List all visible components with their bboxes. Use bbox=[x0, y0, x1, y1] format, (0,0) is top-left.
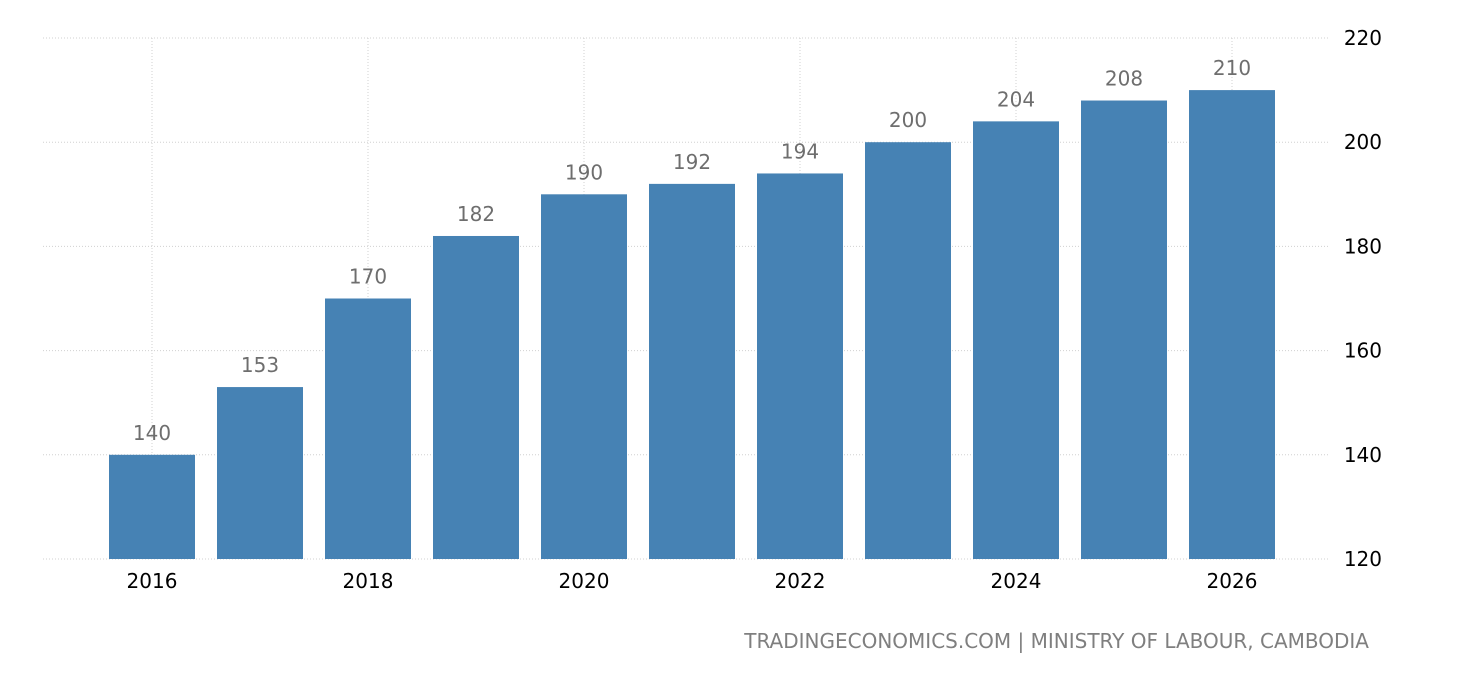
bar-value-label: 170 bbox=[349, 265, 387, 289]
bar-value-label: 192 bbox=[673, 150, 711, 174]
bars bbox=[109, 90, 1275, 560]
y-tick-label: 220 bbox=[1344, 26, 1382, 50]
y-tick-label: 120 bbox=[1344, 547, 1382, 571]
bar bbox=[1189, 90, 1275, 559]
bar bbox=[865, 142, 951, 559]
bar-value-label: 194 bbox=[781, 139, 819, 163]
bar bbox=[325, 298, 411, 559]
bar-value-label: 200 bbox=[889, 108, 927, 132]
bar bbox=[973, 121, 1059, 560]
bar-value-label: 208 bbox=[1105, 67, 1143, 91]
bar-value-label: 210 bbox=[1213, 56, 1251, 80]
x-tick-label: 2018 bbox=[343, 569, 394, 593]
bar bbox=[757, 173, 843, 559]
source-credit: TRADINGECONOMICS.COM | MINISTRY OF LABOU… bbox=[744, 629, 1369, 653]
bar bbox=[217, 387, 303, 559]
y-tick-label: 200 bbox=[1344, 130, 1382, 154]
bar-value-label: 153 bbox=[241, 353, 279, 377]
x-tick-label: 2026 bbox=[1207, 569, 1258, 593]
y-axis-tick-labels: 120 140 160 180 200 220 bbox=[1344, 26, 1382, 571]
x-tick-label: 2016 bbox=[127, 569, 178, 593]
y-tick-label: 140 bbox=[1344, 443, 1382, 467]
bar-value-label: 140 bbox=[133, 421, 171, 445]
x-tick-label: 2022 bbox=[775, 569, 826, 593]
bar-value-label: 204 bbox=[997, 87, 1035, 111]
bar bbox=[433, 235, 519, 560]
bar bbox=[541, 194, 627, 560]
x-tick-label: 2024 bbox=[991, 569, 1042, 593]
bar-value-label: 182 bbox=[457, 202, 495, 226]
data-labels: 140 153 170 182 190 192 194 200 204 208 210 bbox=[133, 56, 1251, 445]
y-tick-label: 180 bbox=[1344, 234, 1382, 258]
bar-value-label: 190 bbox=[565, 160, 603, 184]
bar bbox=[649, 183, 735, 559]
x-axis-tick-labels: 2016 2018 2020 2022 2024 2026 bbox=[127, 569, 1258, 593]
x-tick-label: 2020 bbox=[559, 569, 610, 593]
bar bbox=[109, 454, 195, 559]
y-tick-label: 160 bbox=[1344, 339, 1382, 363]
bar bbox=[1081, 100, 1167, 560]
